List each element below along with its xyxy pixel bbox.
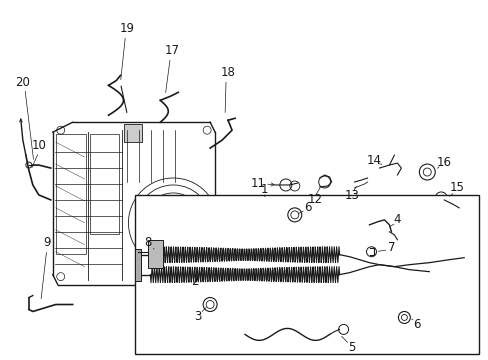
Bar	[89, 134, 119, 234]
Text: 8: 8	[144, 236, 152, 249]
Text: 19: 19	[120, 22, 135, 35]
Bar	[148, 240, 163, 268]
Text: 3: 3	[194, 310, 202, 323]
Text: 13: 13	[345, 189, 359, 202]
Text: 6: 6	[413, 318, 420, 331]
Text: 16: 16	[436, 156, 451, 168]
Text: 20: 20	[16, 76, 30, 89]
Bar	[135, 195, 478, 354]
Text: 1: 1	[261, 184, 268, 197]
Text: 5: 5	[347, 341, 355, 354]
Text: 17: 17	[164, 44, 180, 57]
Text: 18: 18	[220, 66, 235, 79]
Text: 12: 12	[306, 193, 322, 206]
Text: 6: 6	[304, 201, 311, 215]
Bar	[56, 134, 85, 254]
Text: 9: 9	[43, 236, 50, 249]
Text: 11: 11	[250, 177, 265, 190]
Bar	[135, 249, 141, 280]
Bar	[124, 124, 142, 142]
Text: 15: 15	[449, 181, 464, 194]
Text: 14: 14	[366, 154, 381, 167]
Text: 4: 4	[393, 213, 400, 226]
Text: 10: 10	[31, 139, 46, 152]
Text: 2: 2	[191, 275, 199, 288]
Text: 7: 7	[387, 241, 394, 254]
